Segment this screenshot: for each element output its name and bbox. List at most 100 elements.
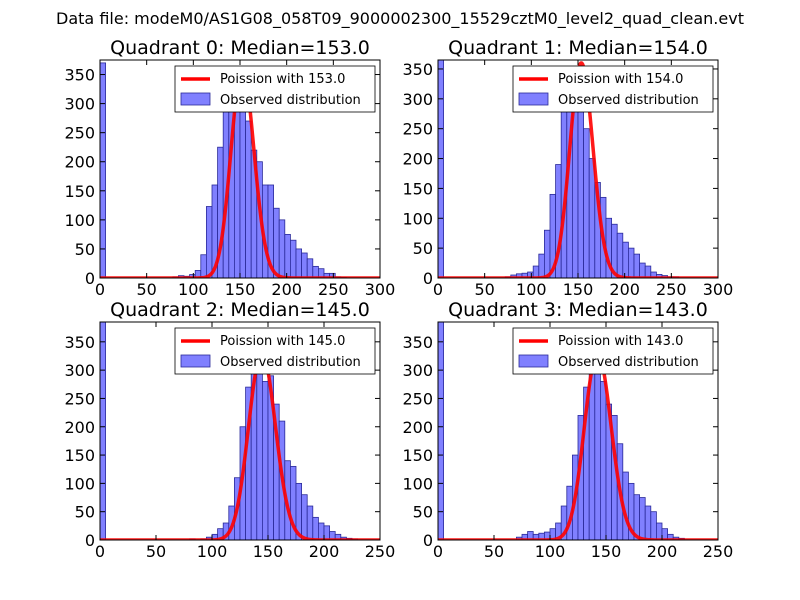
quadrant-0-y-tick-label: 200 (64, 153, 95, 172)
quadrant-2-histogram-bar (323, 525, 330, 540)
quadrant-1-histogram-bar (622, 241, 629, 278)
quadrant-1-x-tick-label: 200 (609, 280, 640, 299)
quadrant-0-legend-bar-swatch (180, 92, 211, 106)
quadrant-1-histogram-bar (577, 92, 584, 278)
quadrant-2-x-tick-label: 0 (95, 542, 105, 561)
quadrant-2-axes-frame (99, 321, 381, 541)
quadrant-1-histogram-bar (644, 265, 652, 278)
quadrant-0-legend: Poission with 153.0 Observed distribution (174, 65, 376, 113)
quadrant-1-histogram-bar (544, 229, 551, 278)
quadrant-3-histogram-bar (656, 522, 663, 540)
quadrant-1-legend: Poission with 154.0 Observed distribution (512, 65, 714, 113)
quadrant-3-legend-bar-swatch (518, 354, 549, 368)
quadrant-0-histogram-bar (205, 206, 213, 278)
quadrant-3-x-tick-label: 0 (433, 542, 443, 561)
quadrant-2-y-tick-label: 250 (64, 389, 95, 408)
quadrant-0-x-tick-label: 100 (178, 280, 209, 299)
quadrant-2-legend-bar-swatch (180, 354, 211, 368)
quadrant-1-y-tick-label: 300 (402, 90, 433, 109)
quadrant-2-y-tick-label: 300 (64, 361, 95, 380)
quadrant-0-histogram-bar (329, 272, 336, 278)
quadrant-2-title: Quadrant 2: Median=145.0 (110, 299, 370, 321)
quadrant-1-plot-area (438, 60, 718, 278)
figure-suptitle: Data file: modeM0/AS1G08_058T09_90000023… (56, 9, 744, 29)
quadrant-0-x-tick-label: 0 (95, 280, 105, 299)
quadrant-1-panel: 0 50 100 150 200 250 300 0 50 100 150 200 250 300 350 Q… (402, 37, 733, 299)
quadrant-3-x-tick-label: 200 (647, 542, 678, 561)
quadrant-2-histogram-bar (256, 364, 263, 540)
quadrant-1-histogram-bar (538, 253, 545, 278)
quadrant-0-y-tick-label: 150 (64, 182, 95, 201)
quadrant-0-y-tick-label: 300 (64, 95, 95, 114)
quadrant-1-x-tick-label: 150 (563, 280, 594, 299)
quadrant-0-histogram-bar (289, 239, 297, 278)
subplot-grid: 0 50 100 150 200 250 300 0 50 100 150 200 250 300 350 Q… (64, 37, 733, 561)
quadrant-0-histogram-bar (295, 248, 302, 278)
quadrant-3-legend-bar-label: Observed distribution (558, 355, 699, 370)
quadrant-1-histogram-bar (639, 262, 646, 278)
quadrant-2-y-tick-label: 350 (64, 333, 95, 352)
quadrant-2-x-tick-label: 200 (309, 542, 340, 561)
quadrant-2-histogram-bar (301, 494, 308, 540)
quadrant-1-y-tick-label: 150 (402, 179, 433, 198)
quadrant-3-y-tick-label: 200 (402, 418, 433, 437)
quadrant-3-poisson-line (438, 351, 718, 540)
quadrant-1-x-tick-label: 100 (516, 280, 547, 299)
quadrant-2-y-tick-label: 150 (64, 446, 95, 465)
quadrant-0-histogram-bar (273, 207, 280, 278)
quadrant-3-histogram-bar (438, 322, 444, 540)
quadrant-1-x-tick-label: 250 (656, 280, 687, 299)
quadrant-1-y-tick-label: 350 (402, 60, 433, 79)
quadrant-1-histogram-bar (583, 128, 590, 278)
quadrant-3-x-tick-label: 150 (591, 542, 622, 561)
quadrant-0-histogram-bar (100, 62, 106, 278)
quadrant-0-histogram-bar (245, 120, 252, 278)
quadrant-3-x-tick-label: 100 (535, 542, 566, 561)
quadrant-2-legend: Poission with 145.0 Observed distribution (174, 327, 376, 375)
quadrant-3-histogram-bar (600, 381, 607, 540)
quadrant-0-legend-bar-label: Observed distribution (220, 93, 361, 108)
quadrant-2-x-tick-label: 50 (146, 542, 166, 561)
quadrant-1-legend-line-label: Poission with 154.0 (558, 72, 683, 87)
quadrant-1-histogram-bar (438, 60, 444, 278)
quadrant-0-x-tick-label: 300 (365, 280, 396, 299)
quadrant-2-poisson-line (100, 351, 380, 540)
quadrant-1-histogram-bar (616, 232, 624, 278)
quadrant-2-histogram-bar (100, 322, 106, 540)
quadrant-0-histogram-bar (278, 219, 286, 278)
quadrant-3-y-tick-label: 300 (402, 361, 433, 380)
quadrant-2-histogram-bar (306, 505, 314, 540)
quadrant-2-histogram-bar (312, 516, 319, 540)
quadrant-2-y-tick-label: 200 (64, 418, 95, 437)
quadrant-0-histogram-bar (200, 254, 207, 278)
quadrant-0-x-tick-label: 250 (318, 280, 349, 299)
quadrant-2-x-tick-label: 250 (365, 542, 396, 561)
quadrant-3-axes-frame (437, 321, 719, 541)
quadrant-3-y-tick-label: 350 (402, 333, 433, 352)
quadrant-3-histogram-bar (639, 497, 646, 540)
quadrant-3-y-tick-label: 100 (402, 474, 433, 493)
quadrant-2-panel: 0 50 100 150 200 250 0 50 100 150 200 250 300 350 Quad… (64, 299, 395, 561)
quadrant-3-panel: 0 50 100 150 200 250 0 50 100 150 200 250 300 350 Quad… (402, 299, 733, 561)
quadrant-1-y-tick-label: 0 (423, 269, 433, 288)
quadrant-2-plot-area (100, 322, 380, 540)
quadrant-0-y-tick-label: 250 (64, 124, 95, 143)
quadrant-2-legend-bar-label: Observed distribution (220, 355, 361, 370)
quadrant-2-y-tick-label: 0 (85, 531, 95, 550)
quadrant-3-y-tick-label: 250 (402, 389, 433, 408)
quadrant-0-histogram-bar (306, 258, 314, 278)
quadrant-3-title: Quadrant 3: Median=143.0 (448, 299, 708, 321)
quadrant-2-histogram-bar (317, 522, 325, 540)
quadrant-1-title: Quadrant 1: Median=154.0 (448, 37, 708, 59)
quadrant-2-legend-line-label: Poission with 145.0 (220, 334, 345, 349)
quadrant-1-histogram-bar (628, 247, 635, 278)
quadrant-0-panel: 0 50 100 150 200 250 300 0 50 100 150 200 250 300 350 Q… (64, 37, 395, 299)
quadrant-1-histogram-bar (633, 253, 640, 278)
quadrant-0-title: Quadrant 0: Median=153.0 (110, 37, 370, 59)
quadrant-0-x-tick-label: 150 (225, 280, 256, 299)
quadrant-0-legend-line-label: Poission with 153.0 (220, 72, 345, 87)
quadrant-1-x-tick-label: 0 (433, 280, 443, 299)
quadrant-2-y-tick-label: 100 (64, 474, 95, 493)
quadrant-1-x-tick-label: 300 (703, 280, 734, 299)
